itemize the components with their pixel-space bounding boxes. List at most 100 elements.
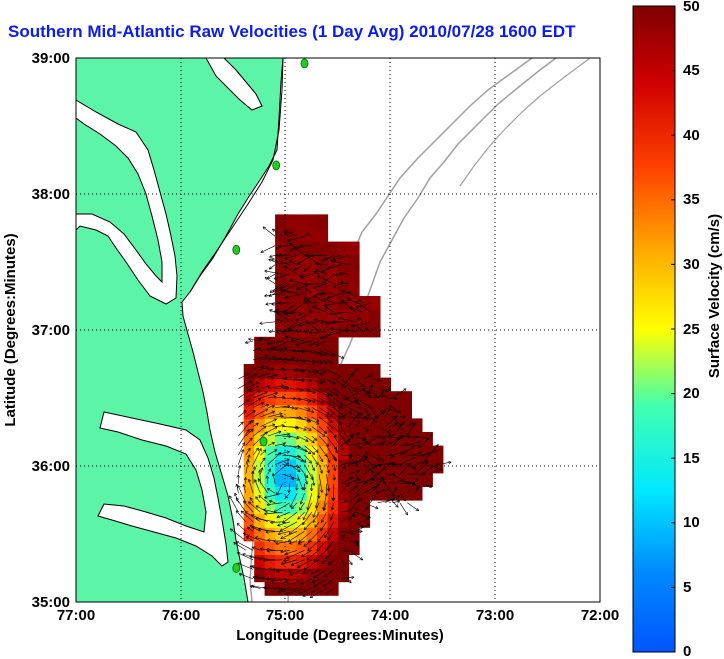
- velocity-arrow-head: [310, 254, 314, 257]
- velocity-arrow: [399, 444, 409, 446]
- velocity-cell: [285, 228, 297, 243]
- velocity-arrow: [304, 350, 323, 355]
- velocity-cell: [390, 445, 402, 460]
- velocity-arrow-head: [268, 567, 272, 570]
- velocity-arrow: [289, 454, 304, 462]
- velocity-arrow-head: [285, 336, 288, 339]
- velocity-arrow: [414, 435, 430, 440]
- velocity-arrow-head: [302, 349, 305, 352]
- velocity-arrow: [252, 422, 259, 427]
- velocity-cell: [254, 540, 266, 555]
- velocity-arrow-head: [274, 310, 278, 314]
- velocity-arrow-head: [248, 420, 252, 423]
- velocity-arrow: [362, 385, 373, 399]
- velocity-arrow: [421, 453, 431, 465]
- velocity-arrow: [341, 461, 359, 465]
- velocity-cell: [275, 540, 287, 555]
- velocity-cell: [369, 391, 381, 406]
- velocity-arrow: [234, 492, 239, 503]
- velocity-arrow-head: [356, 540, 359, 544]
- velocity-arrow-head: [418, 441, 421, 445]
- velocity-arrow: [264, 511, 283, 515]
- velocity-arrow-head: [304, 331, 308, 334]
- velocity-arrow: [349, 307, 364, 313]
- velocity-arrow-head: [329, 313, 333, 316]
- velocity-arrow-head: [272, 424, 276, 427]
- velocity-arrow-head: [384, 480, 387, 484]
- velocity-arrow-head: [375, 490, 379, 493]
- velocity-arrow: [262, 559, 283, 561]
- velocity-cell: [306, 418, 318, 433]
- velocity-arrow: [362, 435, 371, 446]
- velocity-arrow-head: [382, 440, 386, 442]
- velocity-arrow: [377, 407, 385, 415]
- velocity-cell: [296, 568, 308, 583]
- velocity-arrow: [399, 502, 408, 516]
- velocity-arrow: [340, 378, 357, 392]
- velocity-cell: [317, 296, 329, 311]
- velocity-arrow-head: [272, 569, 276, 572]
- velocity-arrow: [248, 501, 261, 513]
- velocity-arrow-head: [412, 482, 416, 485]
- velocity-arrow: [296, 464, 309, 479]
- colorbar-title: Surface Velocity (cm/s): [706, 214, 723, 378]
- velocity-arrow-head: [355, 413, 359, 415]
- velocity-arrow-head: [332, 477, 335, 481]
- velocity-arrow: [267, 340, 283, 345]
- velocity-arrow-head: [249, 524, 253, 526]
- velocity-arrow: [341, 510, 351, 513]
- velocity-cell: [296, 486, 308, 501]
- velocity-arrow-head: [313, 515, 316, 518]
- velocity-arrow-head: [403, 415, 407, 418]
- velocity-arrow-head: [356, 368, 358, 372]
- colorbar-tick-label: 15: [683, 450, 700, 467]
- velocity-arrow: [266, 502, 283, 506]
- velocity-arrow-head: [258, 398, 262, 402]
- velocity-arrow-head: [265, 391, 268, 395]
- velocity-arrow: [370, 416, 378, 423]
- velocity-cell: [306, 554, 318, 569]
- velocity-cell: [264, 418, 276, 433]
- velocity-cell: [338, 540, 350, 555]
- velocity-arrow-head: [252, 575, 256, 578]
- velocity-arrow-head: [274, 278, 278, 280]
- velocity-arrow-head: [384, 409, 386, 413]
- velocity-cell: [254, 513, 266, 528]
- velocity-arrow-head: [359, 531, 363, 534]
- velocity-cell: [327, 282, 339, 297]
- velocity-arrow-head: [299, 508, 303, 511]
- velocity-arrow-head: [325, 493, 328, 497]
- velocity-cell: [348, 486, 360, 501]
- velocity-arrow-head: [384, 391, 388, 393]
- velocity-arrow-head: [332, 284, 335, 287]
- velocity-arrow: [288, 483, 291, 493]
- velocity-arrow-head: [326, 413, 329, 417]
- velocity-arrow: [348, 413, 360, 427]
- velocity-arrow-head: [270, 522, 274, 525]
- velocity-arrow-head: [299, 245, 303, 248]
- velocity-arrow-head: [265, 355, 269, 358]
- velocity-arrow-head: [249, 565, 253, 569]
- velocity-arrow-head: [258, 495, 261, 499]
- velocity-arrow: [275, 451, 290, 456]
- velocity-arrow-head: [257, 447, 259, 452]
- velocity-arrow: [316, 340, 327, 346]
- velocity-cell: [306, 432, 318, 447]
- velocity-arrow: [407, 441, 421, 446]
- velocity-arrow-head: [266, 275, 270, 279]
- velocity-arrow: [279, 521, 298, 532]
- velocity-arrow-head: [408, 434, 410, 438]
- velocity-arrow: [267, 377, 275, 380]
- velocity-arrow-head: [322, 507, 324, 511]
- velocity-arrow: [407, 464, 416, 470]
- velocity-arrow-head: [281, 367, 285, 370]
- velocity-arrow: [282, 473, 300, 481]
- velocity-cell: [264, 336, 276, 351]
- velocity-arrow-head: [350, 435, 354, 437]
- velocity-arrow-head: [266, 504, 270, 507]
- velocity-arrow-head: [317, 540, 321, 543]
- velocity-arrow-head: [302, 523, 306, 526]
- velocity-cell: [264, 377, 276, 392]
- velocity-arrow-head: [401, 421, 405, 423]
- velocity-arrow-head: [274, 374, 278, 378]
